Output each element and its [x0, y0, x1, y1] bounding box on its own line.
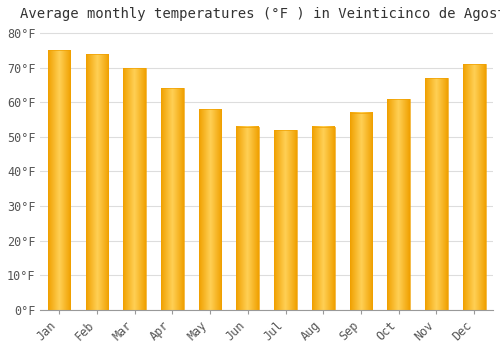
Bar [350, 113, 372, 310]
Bar [388, 99, 410, 310]
Bar [274, 130, 297, 310]
Bar [48, 50, 70, 310]
Bar [124, 68, 146, 310]
Bar [236, 126, 259, 310]
Bar [312, 126, 334, 310]
Bar [463, 64, 485, 310]
Bar [86, 54, 108, 310]
Bar [425, 78, 448, 310]
Bar [199, 109, 222, 310]
Bar [161, 89, 184, 310]
Title: Average monthly temperatures (°F ) in Veinticinco de Agosto: Average monthly temperatures (°F ) in Ve… [20, 7, 500, 21]
